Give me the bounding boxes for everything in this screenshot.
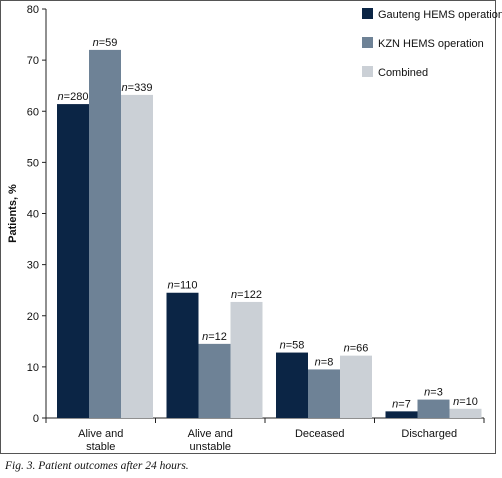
bar	[89, 49, 121, 419]
bar	[121, 94, 153, 418]
bar	[449, 408, 482, 418]
bar	[417, 399, 450, 418]
category-label: Alive and unstable	[188, 428, 233, 453]
y-tick-label: 0	[33, 413, 39, 425]
bar	[166, 292, 199, 418]
y-axis-label: Patients, %	[7, 184, 19, 243]
bar	[308, 369, 340, 418]
bar-data-label: n=280	[58, 91, 89, 103]
figure-caption: Fig. 3. Patient outcomes after 24 hours.	[5, 460, 189, 472]
bar-chart: 0 10 20 30 40 50 60 70 80 Patients, % n=280 n=59 n=3…	[7, 4, 502, 453]
bar	[276, 352, 308, 418]
category-label: Alive and stable	[78, 428, 123, 453]
bar-data-label: n=58	[280, 340, 305, 352]
legend-label: Gauteng HEMS operation	[378, 9, 502, 21]
category-label: Discharged	[401, 428, 457, 440]
bar-data-label: n=8	[315, 356, 334, 368]
legend-swatch	[362, 8, 373, 19]
bar	[340, 355, 372, 418]
category-label: Deceased	[295, 428, 345, 440]
y-tick-label: 20	[27, 311, 39, 323]
y-tick-label: 50	[27, 157, 39, 169]
bar-data-label: n=59	[93, 37, 118, 49]
bar-data-label: n=339	[122, 82, 153, 94]
legend-swatch	[362, 37, 373, 48]
bar	[230, 301, 263, 418]
legend-label: KZN HEMS operation	[378, 38, 484, 50]
y-tick-label: 10	[27, 362, 39, 374]
bar-data-label: n=122	[231, 289, 262, 301]
bar-data-label: n=12	[202, 331, 227, 343]
bar-data-label: n=3	[424, 387, 443, 399]
bar-data-label: n=7	[392, 398, 411, 410]
y-tick-label: 80	[27, 4, 39, 16]
bar-data-label: n=10	[453, 396, 478, 408]
bar	[385, 411, 418, 418]
bar-data-label: n=110	[167, 280, 197, 292]
y-tick-label: 60	[27, 106, 39, 118]
bar-data-label: n=66	[344, 343, 369, 355]
y-tick-label: 30	[27, 260, 39, 272]
y-tick-label: 40	[27, 209, 39, 221]
y-tick-label: 70	[27, 55, 39, 67]
bar	[57, 104, 89, 418]
chart-frame	[0, 0, 496, 454]
bar	[198, 343, 231, 418]
legend-label: Combined	[378, 67, 428, 79]
legend-swatch	[362, 66, 373, 77]
